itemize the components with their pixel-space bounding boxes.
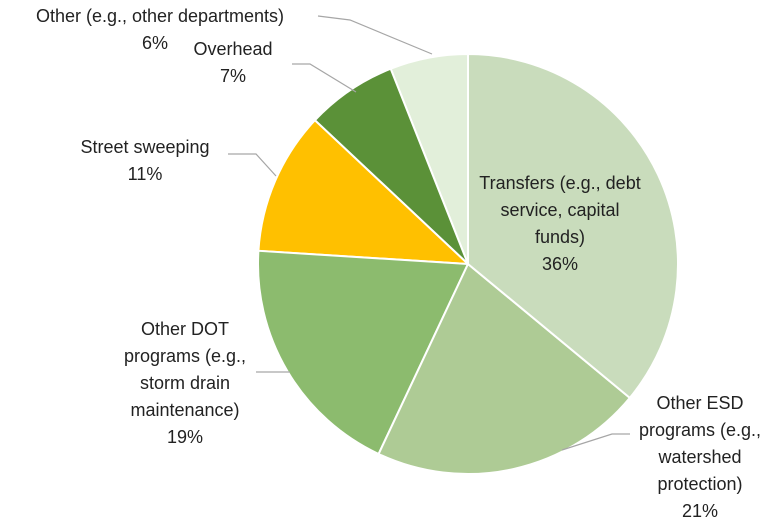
slice-label: Other DOT programs (e.g., storm drain ma… (105, 316, 265, 451)
slice-label: Overhead 7% (178, 36, 288, 90)
category-label: Other (e.g., other departments) (35, 6, 285, 26)
value-label: 11% (127, 164, 163, 184)
category-label: Overhead (193, 39, 273, 59)
value-label: 19% (166, 427, 204, 447)
category-label: Other DOT programs (e.g., storm drain ma… (123, 319, 247, 420)
pie-slice (257, 249, 470, 456)
slice-label: Street sweeping 11% (45, 134, 245, 188)
slice-label: Other ESD programs (e.g., watershed prot… (625, 390, 772, 525)
value-label: 36% (541, 254, 579, 274)
pie-slice (377, 262, 632, 475)
value-label: 6% (141, 33, 168, 53)
slice-label: Transfers (e.g., debt service, capital f… (475, 170, 645, 278)
leader-line (228, 153, 277, 177)
leader-line (561, 433, 630, 451)
value-label: 21% (681, 501, 719, 521)
category-label: Other ESD programs (e.g., watershed prot… (638, 393, 762, 494)
category-label: Street sweeping (80, 137, 210, 157)
slice-label: Other (e.g., other departments) 6% (0, 3, 330, 57)
value-label: 7% (219, 66, 246, 86)
category-label: Transfers (e.g., debt service, capital f… (479, 173, 641, 247)
leader-line (292, 63, 357, 93)
leader-line (317, 15, 433, 55)
pie-slice (467, 52, 679, 400)
pie-slice (257, 118, 471, 266)
